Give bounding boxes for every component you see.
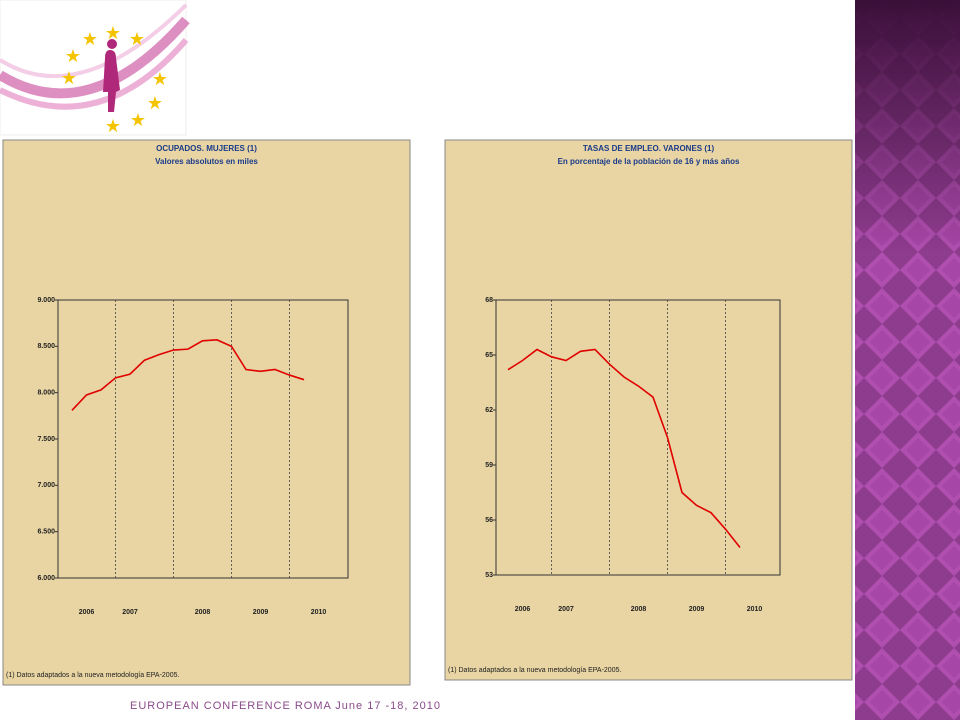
y-tick-label: 7.500 — [37, 436, 55, 443]
svg-text:★: ★ — [130, 110, 146, 130]
chart-panel — [444, 139, 853, 681]
y-tick-label: 65 — [485, 352, 493, 359]
y-tick-label: 68 — [485, 297, 493, 304]
y-tick-label: 59 — [485, 462, 493, 469]
y-tick-label: 8.000 — [37, 390, 55, 397]
chart-note: (1) Datos adaptados a la nueva metodolog… — [448, 667, 621, 674]
footer: EUROPEAN CONFERENCE ROMA June 17 -18, 20… — [130, 700, 441, 712]
x-tick-label: 2009 — [253, 609, 269, 616]
y-tick-label: 6.500 — [37, 529, 55, 536]
y-tick-label: 8.500 — [37, 343, 55, 350]
svg-text:★: ★ — [61, 68, 77, 88]
x-tick-label: 2006 — [515, 606, 531, 613]
x-tick-label: 2008 — [195, 609, 211, 616]
x-tick-label: 2006 — [79, 609, 95, 616]
y-tick-label: 53 — [485, 572, 493, 579]
svg-text:★: ★ — [82, 29, 98, 49]
x-tick-label: 2007 — [558, 606, 574, 613]
logo: ★ ★★ ★★ ★ ★★★ — [0, 0, 190, 136]
svg-text:★: ★ — [65, 46, 81, 66]
plot-area — [495, 299, 781, 576]
chart-subtitle: Valores absolutos en miles — [155, 157, 258, 166]
svg-text:★: ★ — [152, 69, 168, 89]
x-tick-label: 2007 — [122, 609, 138, 616]
svg-text:★: ★ — [129, 29, 145, 49]
y-tick-label: 62 — [485, 407, 493, 414]
x-tick-label: 2009 — [689, 606, 705, 613]
chart-title: TASAS DE EMPLEO. VARONES (1) — [583, 144, 715, 153]
chart-panel — [2, 139, 411, 686]
svg-text:★: ★ — [147, 93, 163, 113]
y-tick-label: 56 — [485, 517, 493, 524]
x-tick-label: 2010 — [747, 606, 763, 613]
chart-note: (1) Datos adaptados a la nueva metodolog… — [6, 672, 179, 679]
svg-text:★: ★ — [105, 23, 121, 43]
y-tick-label: 6.000 — [37, 575, 55, 582]
x-tick-label: 2008 — [631, 606, 647, 613]
y-tick-label: 7.000 — [37, 482, 55, 489]
svg-text:★: ★ — [105, 116, 121, 136]
x-tick-label: 2010 — [311, 609, 327, 616]
side-band-shade — [855, 0, 960, 720]
y-tick-label: 9.000 — [37, 297, 55, 304]
chart-subtitle: En porcentaje de la población de 16 y má… — [558, 157, 740, 166]
data-line — [71, 339, 305, 411]
chart-title: OCUPADOS. MUJERES (1) — [156, 144, 257, 153]
data-line — [507, 348, 741, 548]
